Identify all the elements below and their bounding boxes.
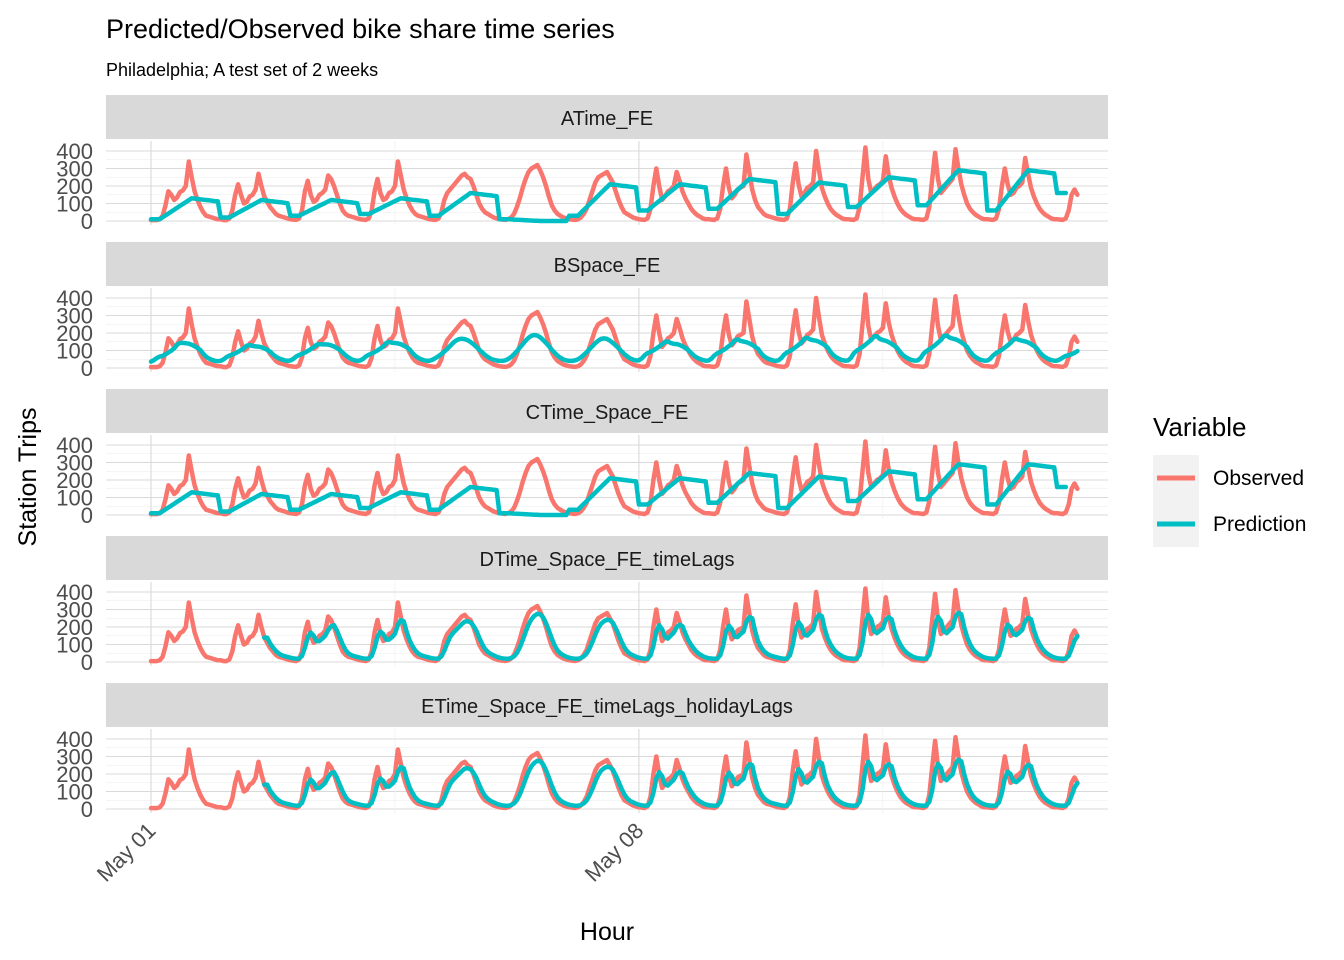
y-tick-label: 200 [56,762,93,787]
y-tick-label: 100 [56,192,93,217]
chart-title: Predicted/Observed bike share time serie… [106,14,615,44]
series-line-prediction [148,462,1069,518]
y-tick-label: 0 [81,650,93,675]
chart-subtitle: Philadelphia; A test set of 2 weeks [106,60,378,80]
facet-strip-label: ATime_FE [561,108,653,130]
facet-strip [106,683,1108,727]
series-line-prediction [262,610,1080,661]
facet-strip [106,389,1108,433]
x-tick-label: May 08 [580,818,649,887]
y-tick-label: 200 [56,468,93,493]
y-tick-label: 100 [56,486,93,511]
legend-title: Variable [1153,412,1246,442]
y-tick-label: 0 [81,503,93,528]
y-tick-label: 400 [56,139,93,164]
y-tick-label: 400 [56,580,93,605]
y-tick-label: 200 [56,174,93,199]
series-line-prediction [262,757,1080,808]
series-line-prediction [148,332,1080,364]
y-tick-label: 300 [56,745,93,770]
y-tick-label: 300 [56,598,93,623]
series-line-prediction [148,168,1069,224]
y-tick-label: 0 [81,797,93,822]
facet-strip-label: BSpace_FE [554,255,661,277]
facet-strip [106,242,1108,286]
y-tick-label: 300 [56,451,93,476]
y-tick-label: 400 [56,286,93,311]
y-tick-label: 300 [56,157,93,182]
x-axis: May 01 May 08 [92,818,649,887]
y-tick-label: 300 [56,304,93,329]
y-tick-label: 400 [56,727,93,752]
facet-strip-label: DTime_Space_FE_timeLags [480,549,735,571]
facet-strip [106,95,1108,139]
y-tick-label: 200 [56,321,93,346]
y-tick-label: 0 [81,209,93,234]
y-axis-label: Station Trips [14,408,42,547]
y-tick-label: 100 [56,633,93,658]
y-tick-label: 400 [56,433,93,458]
y-tick-label: 200 [56,615,93,640]
facet-panel: ETime_Space_FE_timeLags_holidayLags 01002… [56,683,1108,822]
x-tick-label: May 01 [92,818,161,887]
legend-label-prediction: Prediction [1213,513,1306,536]
legend-label-observed: Observed [1213,467,1304,490]
facet-strip-label: CTime_Space_FE [526,402,689,424]
y-tick-label: 100 [56,339,93,364]
facet-strip [106,536,1108,580]
legend: Variable Observed Prediction [1153,412,1306,547]
facet-strip-label: ETime_Space_FE_timeLags_holidayLags [421,696,793,718]
y-tick-label: 0 [81,356,93,381]
facet-panels: ATime_FE0100200300400BSpace_FE0100200300… [56,95,1108,822]
y-tick-label: 100 [56,780,93,805]
x-axis-label: Hour [580,918,634,946]
series-line-observed [148,292,1080,370]
